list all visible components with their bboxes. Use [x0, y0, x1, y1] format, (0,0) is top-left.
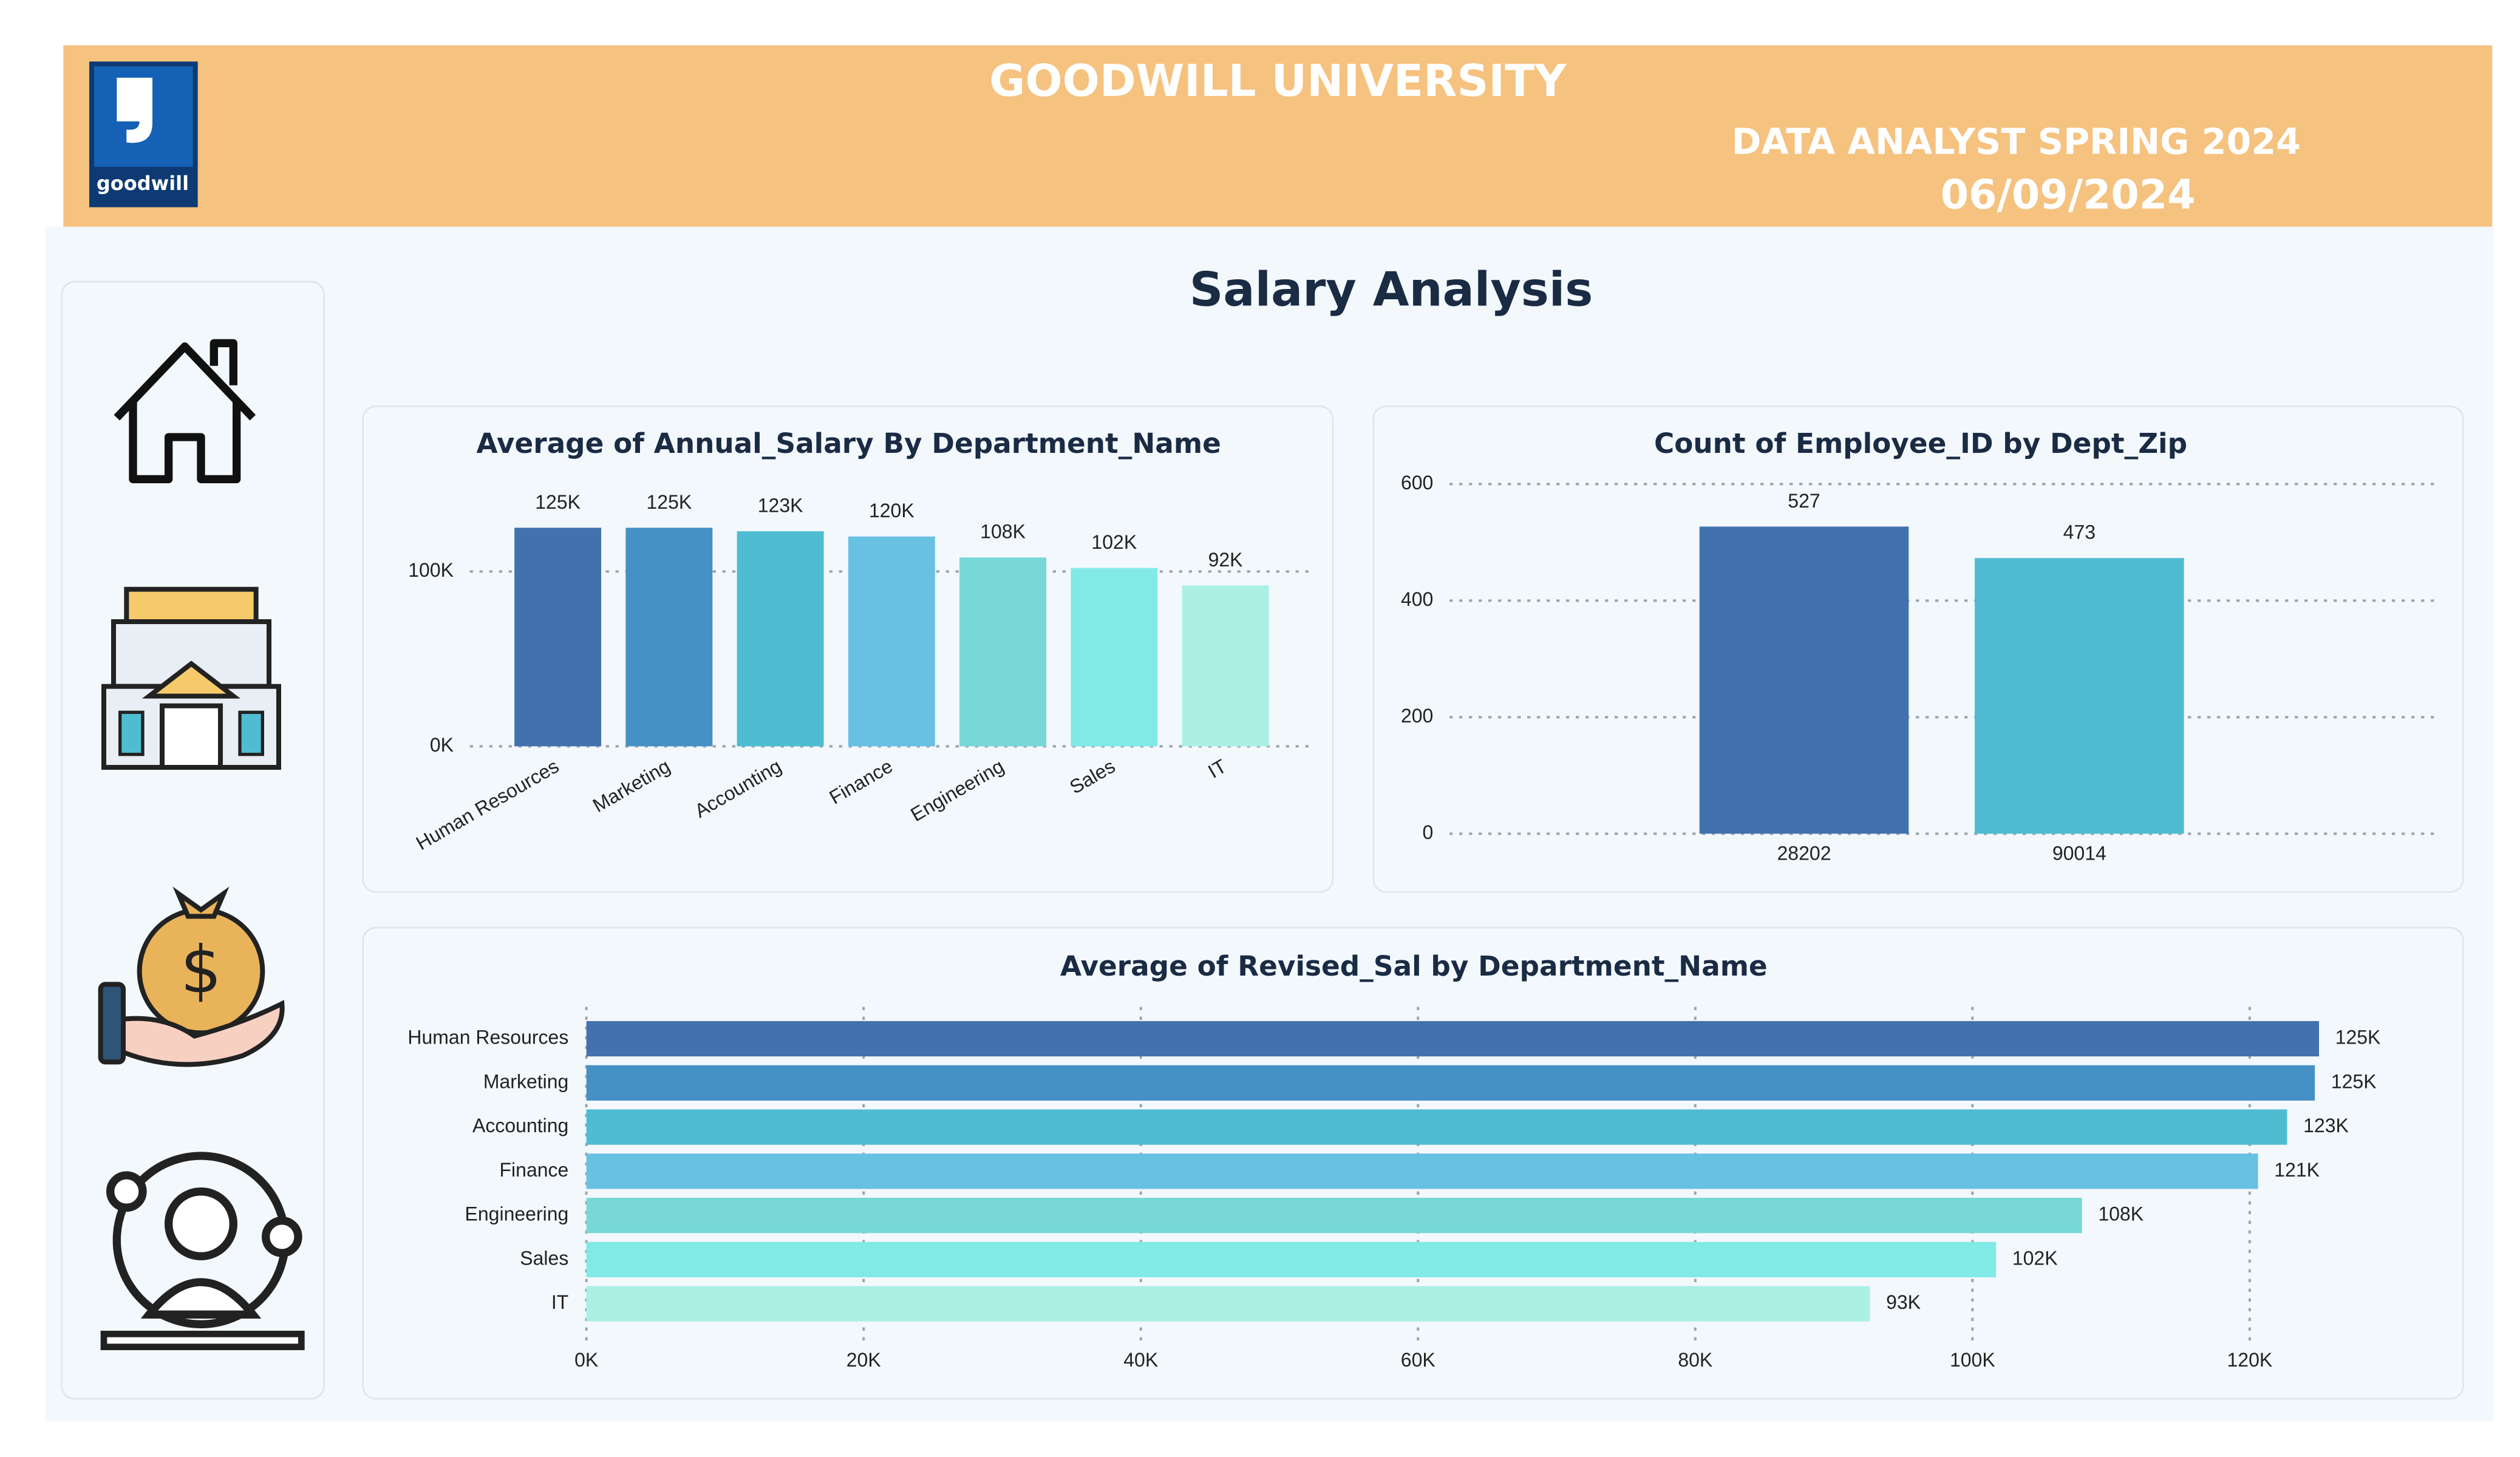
- x-tick-label: 40K: [1123, 1349, 1158, 1371]
- chart-card: [1372, 406, 2464, 893]
- y-tick-label: 0: [1423, 821, 1434, 843]
- bar: [737, 531, 824, 747]
- x-tick-label: 0K: [574, 1349, 598, 1371]
- y-tick-label: Finance: [499, 1159, 568, 1181]
- bar: [959, 557, 1047, 747]
- header-date: 06/09/2024: [1941, 171, 2196, 218]
- x-tick-label: 90014: [2052, 842, 2106, 864]
- home-icon[interactable]: [114, 339, 256, 483]
- data-label: 120K: [869, 500, 914, 521]
- bar: [586, 1153, 2258, 1189]
- x-tick-label: 60K: [1401, 1349, 1435, 1371]
- data-label: 125K: [2335, 1027, 2381, 1048]
- data-label: 125K: [2331, 1070, 2377, 1092]
- x-tick-label: 80K: [1678, 1349, 1712, 1371]
- chart-card: [362, 406, 1334, 893]
- header-bar: [63, 45, 2493, 227]
- x-tick-label: 20K: [846, 1349, 881, 1371]
- data-label: 123K: [2303, 1115, 2349, 1136]
- data-label: 121K: [2274, 1159, 2320, 1181]
- money-icon[interactable]: $: [98, 886, 285, 1067]
- data-label: 102K: [1091, 531, 1137, 553]
- y-tick-label: 600: [1401, 472, 1433, 494]
- bar: [586, 1197, 2082, 1234]
- x-tick-label: 120K: [2227, 1349, 2272, 1371]
- header-subtitle: DATA ANALYST SPRING 2024: [1732, 121, 2301, 162]
- bar: [1182, 585, 1269, 747]
- bar: [586, 1286, 1870, 1322]
- bar: [848, 536, 935, 747]
- y-tick-label: Accounting: [472, 1115, 568, 1136]
- y-tick-label: Engineering: [465, 1203, 569, 1225]
- sidebar[interactable]: [61, 280, 325, 1400]
- y-tick-label: Human Resources: [407, 1027, 568, 1048]
- chart-title: Average of Annual_Salary By Department_N…: [476, 427, 1221, 460]
- bar: [625, 528, 713, 747]
- bar: [1699, 526, 1909, 834]
- data-label: 473: [2063, 521, 2096, 543]
- data-label: 125K: [646, 491, 692, 513]
- chart-title: Count of Employee_ID by Dept_Zip: [1654, 427, 2187, 460]
- data-label: 527: [1788, 490, 1820, 512]
- x-tick-label: 100K: [1950, 1349, 1995, 1371]
- data-label: 93K: [1886, 1291, 1921, 1313]
- header-title: GOODWILL UNIVERSITY: [989, 55, 1567, 106]
- logo-text: goodwill: [97, 172, 189, 195]
- chart-title: Average of Revised_Sal by Department_Nam…: [1060, 950, 1768, 982]
- bar: [514, 528, 602, 747]
- data-label: 102K: [2012, 1247, 2058, 1269]
- data-label: 108K: [2098, 1203, 2144, 1225]
- data-label: 108K: [980, 521, 1026, 543]
- data-label: 123K: [758, 495, 803, 517]
- y-tick-label: 100K: [408, 559, 454, 581]
- y-tick-label: 0K: [430, 734, 454, 756]
- building-icon[interactable]: [101, 586, 281, 770]
- data-label: 125K: [535, 491, 581, 513]
- bar: [1071, 568, 1158, 747]
- logo-mark: [117, 78, 152, 143]
- dollar-sign: $: [180, 933, 222, 1008]
- bar: [586, 1021, 2319, 1057]
- data-label: 92K: [1208, 549, 1243, 571]
- person-icon[interactable]: [100, 1152, 305, 1350]
- bar: [1975, 558, 2184, 834]
- y-tick-label: Sales: [520, 1247, 568, 1269]
- page-title: Salary Analysis: [1190, 263, 1593, 318]
- y-tick-label: 200: [1401, 705, 1433, 727]
- y-tick-label: IT: [551, 1291, 568, 1313]
- bar: [586, 1109, 2287, 1145]
- x-tick-label: 28202: [1777, 842, 1831, 864]
- y-tick-label: 400: [1401, 588, 1433, 610]
- y-tick-label: Marketing: [483, 1070, 569, 1092]
- bar: [586, 1065, 2315, 1101]
- bar: [586, 1241, 1997, 1277]
